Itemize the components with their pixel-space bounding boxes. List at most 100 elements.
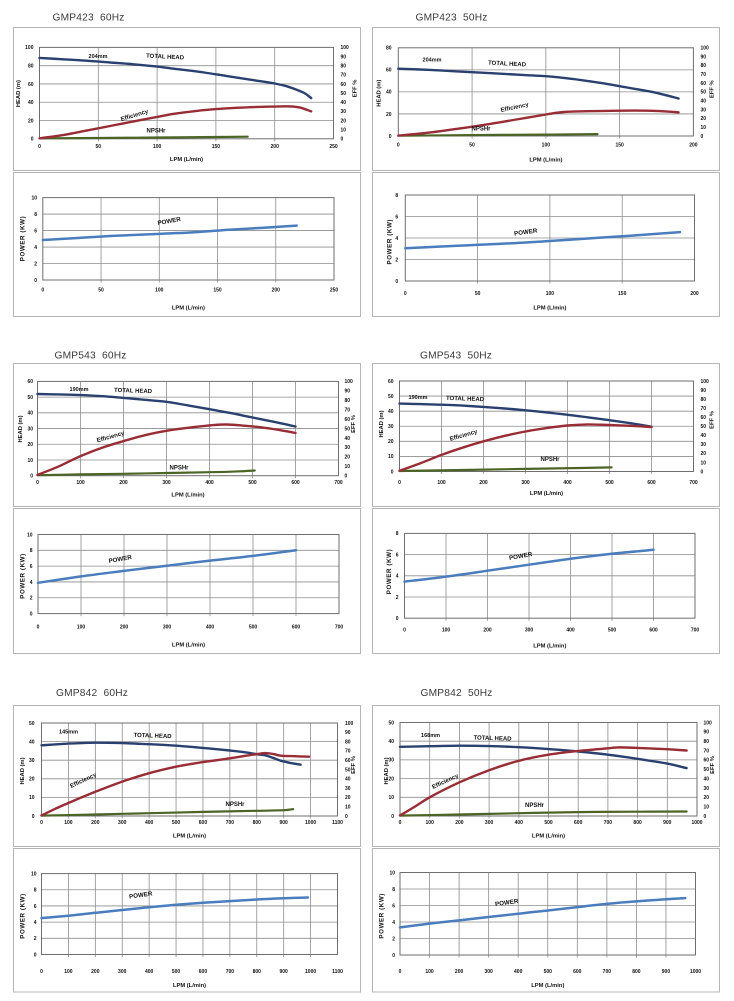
svg-text:TOTAL HEAD: TOTAL HEAD — [473, 735, 512, 742]
svg-text:20: 20 — [28, 118, 34, 124]
svg-text:600: 600 — [291, 480, 300, 486]
svg-text:0: 0 — [40, 820, 43, 826]
svg-text:50: 50 — [345, 426, 351, 432]
svg-text:100: 100 — [426, 820, 435, 826]
svg-text:300: 300 — [484, 969, 493, 975]
svg-text:400: 400 — [145, 820, 154, 826]
svg-text:LPM (L/min): LPM (L/min) — [530, 491, 563, 497]
svg-text:6: 6 — [392, 903, 395, 909]
svg-text:20: 20 — [704, 795, 710, 801]
svg-text:80: 80 — [345, 398, 351, 404]
svg-text:200: 200 — [479, 480, 488, 486]
svg-text:2: 2 — [34, 936, 37, 942]
svg-text:EFF %: EFF % — [351, 756, 357, 774]
svg-text:0: 0 — [399, 969, 402, 975]
svg-text:50: 50 — [701, 424, 707, 430]
svg-text:4: 4 — [396, 574, 399, 580]
svg-text:GMP543 50Hz: GMP543 50Hz — [420, 351, 492, 362]
svg-text:200: 200 — [455, 820, 464, 826]
svg-text:6: 6 — [395, 214, 398, 220]
svg-text:60: 60 — [345, 417, 351, 423]
svg-text:0: 0 — [704, 814, 707, 820]
svg-text:60: 60 — [27, 379, 33, 385]
svg-text:Efficiency: Efficiency — [500, 102, 530, 114]
svg-text:0: 0 — [38, 144, 41, 150]
svg-text:0: 0 — [34, 952, 37, 958]
svg-text:600: 600 — [649, 628, 658, 634]
svg-text:80: 80 — [386, 46, 392, 52]
svg-text:1100: 1100 — [332, 820, 343, 826]
svg-text:100: 100 — [345, 721, 354, 727]
svg-text:900: 900 — [662, 969, 671, 975]
svg-text:GMP423 60Hz: GMP423 60Hz — [53, 13, 125, 24]
svg-text:8: 8 — [396, 531, 399, 537]
svg-text:200: 200 — [120, 625, 129, 631]
svg-text:90: 90 — [701, 388, 707, 394]
svg-text:10: 10 — [704, 804, 710, 810]
svg-text:0: 0 — [345, 814, 348, 820]
svg-text:700: 700 — [689, 480, 698, 486]
svg-text:60: 60 — [704, 758, 710, 764]
svg-text:500: 500 — [605, 480, 614, 486]
svg-text:10: 10 — [29, 795, 35, 801]
svg-text:40: 40 — [704, 776, 710, 782]
svg-text:70: 70 — [345, 407, 351, 413]
svg-text:100: 100 — [542, 143, 551, 149]
svg-text:0: 0 — [391, 814, 394, 820]
svg-text:EFF %: EFF % — [710, 80, 716, 98]
svg-text:100: 100 — [345, 379, 354, 385]
svg-text:LPM (L/min): LPM (L/min) — [531, 983, 564, 989]
svg-text:GMP543 60Hz: GMP543 60Hz — [55, 351, 127, 362]
svg-text:500: 500 — [544, 969, 553, 975]
svg-text:50: 50 — [29, 721, 35, 727]
svg-text:100: 100 — [442, 628, 451, 634]
svg-text:1000: 1000 — [691, 820, 702, 826]
svg-text:10: 10 — [389, 870, 395, 876]
svg-text:100: 100 — [64, 969, 73, 975]
svg-text:50: 50 — [345, 767, 351, 773]
svg-text:6: 6 — [30, 564, 33, 570]
svg-text:40: 40 — [29, 739, 35, 745]
svg-text:POWER (KW): POWER (KW) — [386, 549, 393, 595]
svg-text:POWER: POWER — [509, 551, 534, 562]
svg-text:50: 50 — [704, 767, 710, 773]
svg-text:300: 300 — [521, 480, 530, 486]
svg-text:200: 200 — [119, 480, 128, 486]
svg-text:20: 20 — [701, 116, 707, 122]
svg-text:200: 200 — [91, 969, 100, 975]
svg-text:NPSHr: NPSHr — [471, 127, 491, 133]
svg-text:GMP842 60Hz: GMP842 60Hz — [56, 688, 128, 699]
svg-text:600: 600 — [573, 969, 582, 975]
svg-text:LPM (L/min): LPM (L/min) — [173, 983, 206, 989]
svg-text:20: 20 — [345, 795, 351, 801]
svg-text:0: 0 — [701, 469, 704, 475]
svg-text:10: 10 — [27, 532, 33, 538]
svg-text:NPSHr: NPSHr — [146, 129, 166, 135]
svg-text:70: 70 — [704, 748, 710, 754]
svg-text:NPSHr: NPSHr — [225, 802, 245, 808]
svg-text:NPSHr: NPSHr — [525, 803, 545, 809]
svg-text:500: 500 — [248, 480, 257, 486]
svg-text:90: 90 — [345, 389, 351, 395]
svg-text:50: 50 — [27, 395, 33, 401]
svg-text:0: 0 — [37, 625, 40, 631]
svg-text:150: 150 — [615, 143, 624, 149]
svg-text:20: 20 — [27, 442, 33, 448]
svg-text:400: 400 — [515, 820, 524, 826]
svg-text:POWER (KW): POWER (KW) — [20, 893, 27, 939]
svg-text:700: 700 — [226, 969, 235, 975]
svg-text:0: 0 — [30, 611, 33, 617]
svg-text:80: 80 — [701, 397, 707, 403]
svg-text:10: 10 — [31, 195, 37, 201]
svg-text:TOTAL HEAD: TOTAL HEAD — [446, 396, 485, 403]
svg-text:50: 50 — [388, 720, 394, 726]
svg-text:2: 2 — [392, 936, 395, 942]
svg-text:4: 4 — [34, 920, 37, 926]
svg-text:60: 60 — [345, 758, 351, 764]
svg-text:10: 10 — [701, 125, 707, 131]
svg-text:50: 50 — [98, 288, 104, 294]
svg-text:50: 50 — [469, 143, 475, 149]
svg-text:200: 200 — [689, 143, 698, 149]
svg-text:500: 500 — [544, 820, 553, 826]
svg-text:900: 900 — [280, 969, 289, 975]
